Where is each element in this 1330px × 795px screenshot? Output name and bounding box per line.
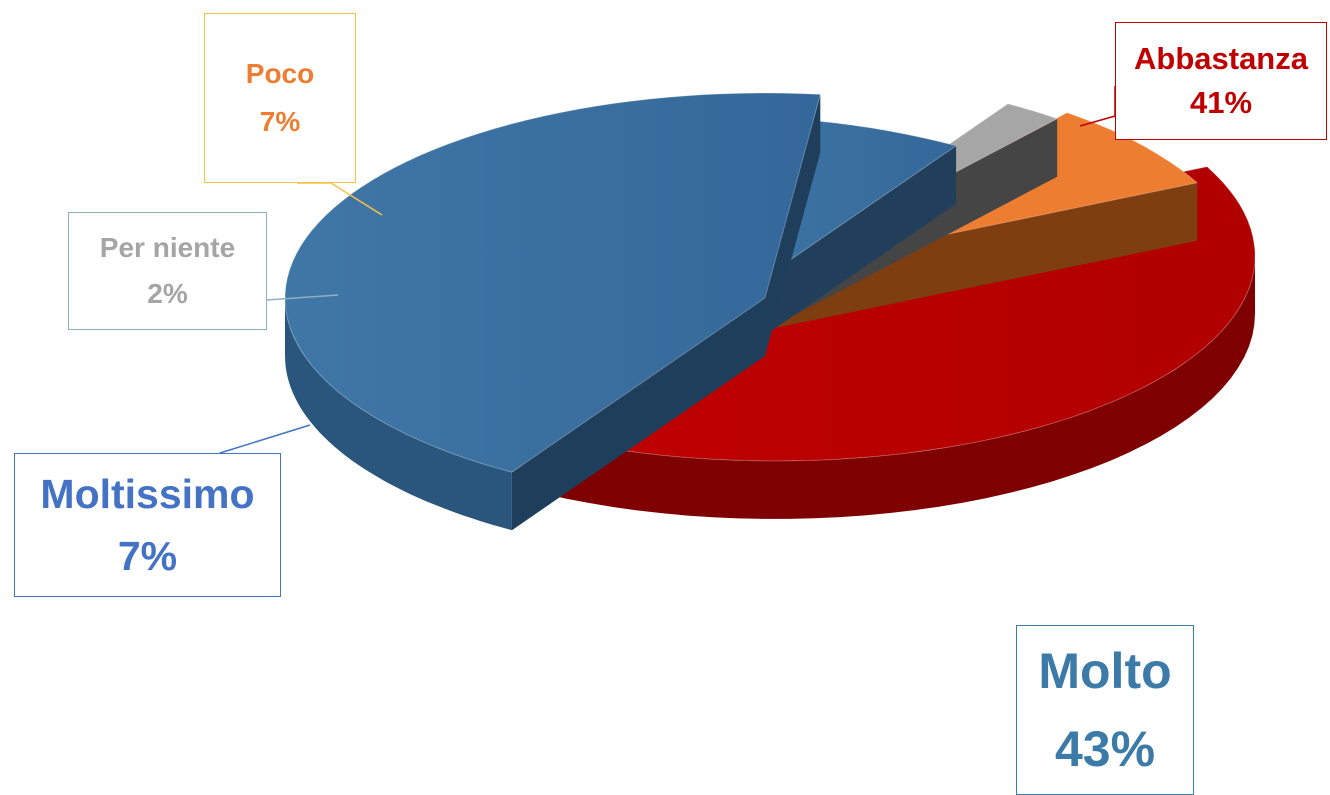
label-abbastanza-value: 41% [1189, 85, 1253, 120]
label-poco-name: Poco [245, 58, 315, 89]
label-per-niente-value: 2% [147, 278, 188, 309]
slice-poco-wall-end [765, 182, 1198, 330]
label-molto: Molto 43% [1016, 625, 1194, 795]
slice-molto-wall-end [765, 94, 821, 357]
leader-per-niente [266, 294, 339, 301]
label-per-niente: Per niente 2% [68, 212, 267, 330]
slice-molto-top [284, 92, 821, 473]
label-poco: Poco 7% [204, 13, 356, 183]
leader-poco [297, 182, 383, 216]
slice-molto-side [285, 298, 512, 531]
label-abbastanza: Abbastanza 41% [1115, 22, 1327, 140]
slice-molto [284, 92, 821, 531]
slice-molto-wall-start [511, 298, 765, 531]
label-per-niente-name: Per niente [99, 232, 236, 263]
leader-moltissimo [219, 424, 311, 454]
label-moltissimo-name: Moltissimo [40, 471, 255, 517]
label-molto-name: Molto [1038, 643, 1172, 699]
slice-abbastanza-side [521, 256, 1255, 519]
label-poco-value: 7% [259, 106, 301, 137]
label-moltissimo-value: 7% [117, 533, 178, 579]
label-molto-value: 43% [1054, 721, 1156, 777]
label-abbastanza-name: Abbastanza [1134, 41, 1308, 76]
label-moltissimo: Moltissimo 7% [14, 453, 281, 597]
